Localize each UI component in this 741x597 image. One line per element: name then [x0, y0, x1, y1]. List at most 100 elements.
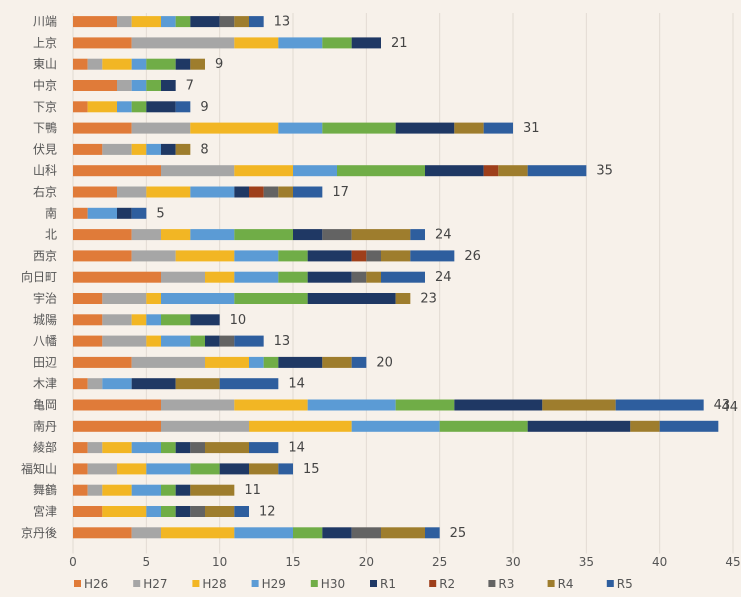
bar-segment-r4 [381, 250, 411, 262]
category-labels: 川端上京東山中京下京下鴨伏見山科右京南北西京向日町宇治城陽八幡田辺木津亀岡南丹綾… [21, 15, 57, 540]
bar-segment-h29 [146, 143, 161, 155]
legend-label: R5 [617, 577, 633, 591]
category-label: 宮津 [33, 504, 57, 519]
bar-segment-r5 [410, 250, 455, 262]
legend-label: R2 [439, 577, 455, 591]
bar-segment-r1 [131, 378, 176, 390]
bar-segment-h28 [205, 271, 235, 283]
legend-label: H30 [321, 577, 345, 591]
bar-segment-h27 [87, 378, 103, 390]
total-label: 11 [244, 483, 261, 498]
legend-label: R1 [380, 577, 396, 591]
total-label: 5 [156, 206, 164, 221]
bar-segment-r4 [190, 484, 235, 496]
bar-segment-h26 [73, 527, 132, 539]
total-label: 24 [435, 228, 452, 243]
bar-segment-h26 [73, 463, 88, 475]
x-tick-label: 5 [143, 555, 151, 569]
bar-segment-h26 [73, 356, 132, 368]
bar-segment-r5 [615, 399, 704, 411]
bar-segment-r5 [410, 229, 425, 241]
total-label: 14 [288, 377, 305, 392]
total-label: 31 [523, 121, 540, 136]
bar-segment-h27 [87, 484, 103, 496]
bar-segment-h30 [278, 250, 308, 262]
bar-segment-h28 [102, 506, 147, 517]
bar-segment-h28 [102, 484, 132, 496]
bar-segment-h30 [131, 101, 147, 113]
bar-segment-r1 [351, 37, 381, 49]
bar-segment-h28 [102, 442, 132, 454]
bar-segment-r5 [131, 207, 147, 219]
bar-segment-h30 [337, 165, 425, 177]
legend-swatch [547, 580, 555, 587]
bar-segment-h28 [175, 250, 235, 262]
bar-segment-r1 [307, 293, 396, 304]
bar-segment-h30 [322, 122, 396, 134]
bar-segment-h26 [73, 58, 88, 70]
bar-segment-h27 [131, 250, 176, 262]
legend-swatch [133, 580, 141, 587]
bar-segment-r4 [234, 16, 249, 28]
bar-segment-r4 [366, 271, 381, 283]
bar-segment-h30 [234, 293, 308, 304]
total-label: 17 [332, 185, 349, 200]
bar-segment-h27 [131, 37, 235, 49]
bar-segment-h27 [117, 16, 132, 28]
legend-swatch [310, 580, 318, 587]
total-label: 23 [420, 292, 437, 307]
bar-segment-r4 [205, 442, 249, 454]
category-label: 京丹後 [21, 526, 57, 540]
bar-segment-h27 [161, 165, 235, 177]
bar-segment-r1 [322, 527, 352, 539]
total-label: 15 [303, 462, 320, 477]
bar-segment-h30 [161, 314, 191, 326]
legend: H26 H27 H28 H29 H30 R1 R2 R3 R4 R5 [74, 577, 633, 591]
bar-segment-h26 [73, 378, 88, 390]
bar-segment-h30 [161, 506, 176, 517]
bar-segment-r1 [161, 80, 176, 91]
bar-segment-h28 [161, 527, 235, 539]
bar-segment-r1 [175, 442, 191, 454]
bar-segment-r1 [307, 250, 352, 262]
category-label: 城陽 [33, 313, 57, 327]
bar-segment-r5 [425, 527, 440, 539]
bar-segment-h28 [131, 16, 161, 28]
total-label: 26 [464, 249, 481, 264]
bar-segment-h27 [102, 314, 132, 326]
bar-segment-h29 [234, 250, 279, 262]
legend-label: H26 [84, 577, 108, 591]
total-label: 25 [450, 526, 467, 541]
bar-segment-h29 [293, 165, 337, 177]
bar-segment-h29 [117, 101, 132, 113]
bar-segment-r1 [175, 506, 191, 517]
bar-segment-h28 [234, 165, 293, 177]
bar-segment-r5 [175, 101, 191, 113]
bar-segment-h28 [234, 399, 308, 411]
bar-segment-h29 [278, 122, 323, 134]
bar-segment-h27 [161, 271, 205, 283]
total-labels: 1321979318351752426242310132014434414151… [156, 15, 738, 541]
category-label: 八幡 [33, 333, 57, 348]
total-label: 24 [435, 270, 452, 285]
bar-segment-r4 [175, 143, 191, 155]
total-label: 20 [376, 355, 393, 370]
bar-segment-r1 [527, 420, 631, 432]
bar-segment-r3 [219, 335, 235, 347]
bar-segment-h26 [73, 229, 132, 241]
bar-segment-h28 [87, 101, 117, 113]
bar-segment-r4 [175, 378, 220, 390]
total-label: 43 [714, 398, 731, 413]
bar-segment-r1 [219, 463, 249, 475]
bar-segment-r5 [249, 442, 279, 454]
bar-segment-r3 [219, 16, 235, 28]
bar-segment-h26 [73, 80, 117, 91]
bar-segment-h30 [190, 335, 205, 347]
legend-label: H28 [202, 577, 226, 591]
bar-segment-h30 [322, 37, 352, 49]
bar-segment-h29 [351, 420, 440, 432]
bar-segment-h27 [87, 58, 103, 70]
bar-segment-h27 [117, 80, 132, 91]
bar-segment-h30 [395, 399, 455, 411]
